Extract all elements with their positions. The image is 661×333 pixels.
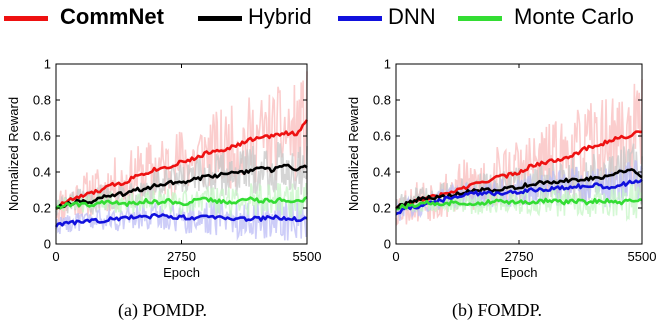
legend: CommNet Hybrid DNN Monte Carlo (0, 0, 661, 36)
y-axis-label: Normalized Reward (6, 97, 21, 211)
y-tick-label: 1 (44, 57, 51, 72)
y-tick-label: 0.6 (373, 129, 391, 144)
x-tick-label: 5500 (628, 249, 657, 264)
y-axis-label: Normalized Reward (346, 97, 361, 211)
legend-swatch-monte-carlo (458, 16, 502, 21)
legend-label-monte-carlo: Monte Carlo (514, 4, 634, 29)
y-tick-label: 0.4 (373, 165, 391, 180)
y-tick-label: 0.2 (373, 201, 391, 216)
x-tick-label: 2750 (505, 249, 534, 264)
y-tick-label: 0.8 (33, 93, 51, 108)
y-tick-label: 0 (384, 237, 391, 252)
legend-label-hybrid: Hybrid (248, 4, 312, 29)
chart-fomdp: 0 0.2 0.4 0.6 0.8 1 0 2750 5500 Epoch Normalized R… (346, 57, 657, 281)
caption-fomdp: (b) FOMDP. (452, 300, 543, 320)
x-axis-label: Epoch (501, 265, 538, 280)
caption-pomdp: (a) POMDP. (118, 300, 208, 320)
raw-trace-dnn (55, 196, 308, 241)
y-tick-label: 0 (44, 237, 51, 252)
series-line-hybrid (395, 168, 643, 210)
raw-trace-commnet (55, 71, 308, 224)
legend-swatch-hybrid (198, 16, 242, 21)
y-tick-label: 0.8 (373, 93, 391, 108)
legend-label-dnn: DNN (388, 4, 436, 29)
series-line-monte-carlo (395, 197, 643, 211)
x-tick-label: 5500 (293, 249, 322, 264)
legend-swatch-dnn (338, 16, 382, 21)
y-tick-label: 0.6 (33, 129, 51, 144)
chart-pomdp: 0 0.2 0.4 0.6 0.8 1 0 2750 5500 Epoch Normalized R… (6, 57, 322, 281)
series-line-monte-carlo (55, 196, 308, 210)
y-tick-label: 0.4 (33, 165, 51, 180)
series-line-hybrid (55, 163, 308, 209)
x-axis-label: Epoch (163, 265, 200, 280)
series-line-dnn (54, 212, 308, 228)
y-tick-label: 1 (384, 57, 391, 72)
legend-swatch-commnet (4, 16, 48, 21)
series-line-commnet (55, 119, 309, 211)
x-tick-label: 0 (52, 249, 59, 264)
legend-label-commnet: CommNet (60, 4, 164, 29)
y-tick-label: 0.2 (33, 201, 51, 216)
x-tick-label: 0 (392, 249, 399, 264)
x-tick-label: 2750 (167, 249, 196, 264)
